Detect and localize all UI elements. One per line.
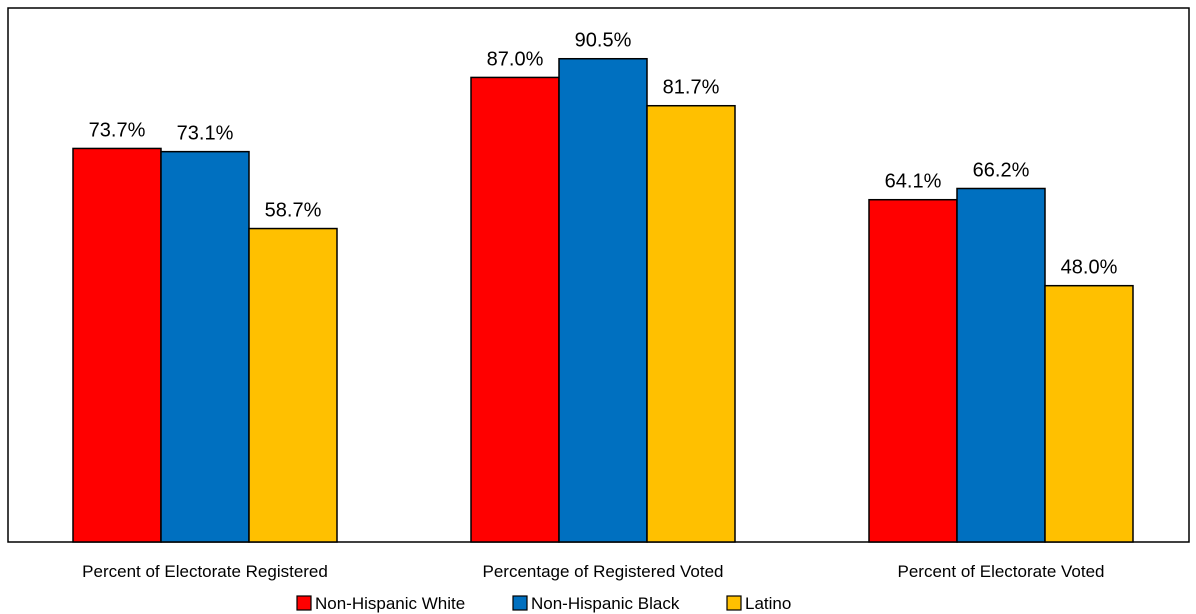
bar-3-2 xyxy=(956,187,1046,543)
category-label-3: Percent of Electorate Voted xyxy=(898,562,1105,581)
data-label-2-3: 81.7% xyxy=(663,77,720,99)
legend-label-1: Non-Hispanic White xyxy=(315,594,465,613)
bar-2-2 xyxy=(558,57,648,543)
bar-2-3 xyxy=(646,104,736,543)
bars-group xyxy=(72,57,1134,543)
bar-1-1 xyxy=(72,147,162,543)
bar-3-1 xyxy=(868,198,958,543)
data-label-2-1: 87.0% xyxy=(487,48,544,70)
data-label-1-3: 58.7% xyxy=(265,200,322,222)
legend-swatch-3 xyxy=(726,595,742,611)
data-label-1-1: 73.7% xyxy=(89,119,146,141)
category-labels-group: Percent of Electorate Registered Percenta… xyxy=(82,562,1104,581)
data-label-3-1: 64.1% xyxy=(885,171,942,193)
data-label-1-2: 73.1% xyxy=(177,123,234,145)
category-label-2: Percentage of Registered Voted xyxy=(483,562,724,581)
bar-3-3 xyxy=(1044,284,1134,543)
legend-label-3: Latino xyxy=(745,594,791,613)
data-label-2-2: 90.5% xyxy=(575,30,632,52)
bar-2-1 xyxy=(470,76,560,543)
data-labels-group: 73.7% 73.1% 58.7% 87.0% 90.5% 81.7% 64.1% 66.2%… xyxy=(89,30,1118,279)
data-label-3-2: 66.2% xyxy=(973,159,1030,181)
bar-1-2 xyxy=(160,150,250,543)
bar-1-3 xyxy=(248,227,338,543)
data-label-3-3: 48.0% xyxy=(1061,257,1118,279)
legend: Non-Hispanic White Non-Hispanic Black Lati… xyxy=(296,594,791,613)
legend-swatch-2 xyxy=(512,595,528,611)
legend-label-2: Non-Hispanic Black xyxy=(531,594,680,613)
legend-swatch-1 xyxy=(296,595,312,611)
category-label-1: Percent of Electorate Registered xyxy=(82,562,328,581)
